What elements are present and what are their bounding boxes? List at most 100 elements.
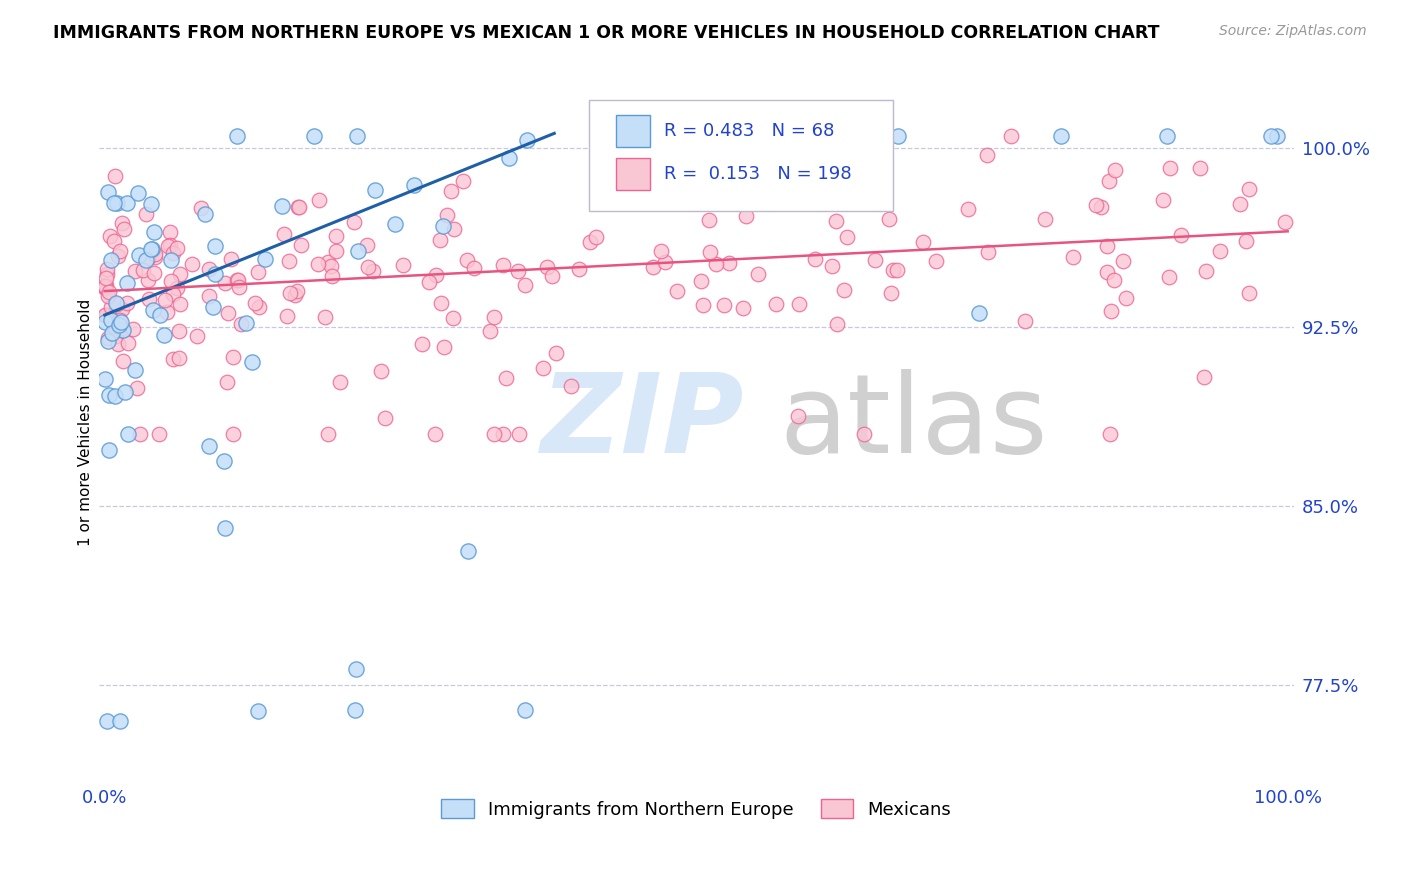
Point — [198, 289, 221, 303]
Point — [425, 427, 447, 442]
Point — [391, 258, 413, 272]
Point — [484, 310, 506, 324]
Point — [429, 233, 451, 247]
Point — [357, 260, 380, 274]
Y-axis label: 1 or more Vehicles in Household: 1 or more Vehicles in Household — [79, 299, 93, 546]
Point — [585, 229, 607, 244]
Point — [863, 252, 886, 267]
Point — [433, 341, 456, 355]
Point — [747, 267, 769, 281]
Point — [290, 238, 312, 252]
Point — [713, 298, 735, 312]
Point — [124, 362, 146, 376]
Point — [425, 268, 447, 282]
Point — [186, 329, 208, 343]
Point — [212, 454, 235, 468]
Point — [346, 128, 368, 143]
Point — [820, 259, 842, 273]
Point — [384, 217, 406, 231]
Point — [329, 376, 352, 390]
Point — [513, 277, 536, 292]
Point — [1192, 370, 1215, 384]
Point — [683, 169, 706, 183]
Point — [544, 346, 567, 360]
Point — [815, 188, 838, 202]
Point — [1265, 128, 1288, 143]
Point — [235, 316, 257, 330]
Point — [498, 151, 520, 165]
Point — [104, 169, 127, 183]
FancyBboxPatch shape — [589, 100, 893, 211]
Point — [167, 324, 190, 338]
Point — [143, 251, 166, 265]
Point — [94, 371, 117, 385]
Point — [492, 258, 515, 272]
Point — [666, 284, 689, 298]
Point — [786, 409, 808, 423]
Point — [114, 384, 136, 399]
Point — [167, 351, 190, 365]
Point — [204, 267, 226, 281]
Point — [776, 128, 799, 143]
Point — [180, 256, 202, 270]
Point — [278, 286, 301, 301]
Point — [516, 133, 538, 147]
Point — [117, 336, 139, 351]
Point — [129, 427, 152, 442]
Point — [143, 247, 166, 261]
Point — [492, 427, 515, 442]
Point — [411, 337, 433, 351]
Point — [344, 703, 367, 717]
Point — [162, 245, 184, 260]
Point — [159, 237, 181, 252]
Point — [139, 242, 162, 256]
Point — [1195, 264, 1218, 278]
Point — [97, 289, 120, 303]
Point — [284, 288, 307, 302]
Point — [1274, 215, 1296, 229]
Point — [1097, 239, 1119, 253]
Point — [1098, 174, 1121, 188]
Point — [735, 210, 758, 224]
Point — [98, 285, 121, 299]
Point — [887, 128, 910, 143]
Point — [1014, 314, 1036, 328]
Point — [153, 293, 176, 307]
Point — [94, 280, 117, 294]
Point — [835, 230, 858, 244]
Point — [363, 264, 385, 278]
Point — [1115, 291, 1137, 305]
Legend: Immigrants from Northern Europe, Mexicans: Immigrants from Northern Europe, Mexican… — [434, 792, 959, 826]
Point — [356, 237, 378, 252]
Point — [112, 222, 135, 236]
Point — [111, 321, 134, 335]
Point — [508, 427, 530, 442]
Point — [240, 355, 263, 369]
Point — [153, 327, 176, 342]
Point — [110, 216, 132, 230]
Point — [886, 263, 908, 277]
Point — [1104, 163, 1126, 178]
Point — [108, 714, 131, 729]
Point — [138, 293, 160, 307]
Point — [226, 272, 249, 286]
Point — [697, 213, 720, 227]
Point — [105, 297, 128, 311]
Point — [560, 379, 582, 393]
Point — [1097, 265, 1119, 279]
Point — [308, 193, 330, 207]
Point — [316, 254, 339, 268]
Point — [156, 305, 179, 319]
Point — [166, 281, 188, 295]
Point — [222, 350, 245, 364]
Point — [148, 427, 170, 442]
Point — [880, 286, 903, 301]
Point — [456, 253, 478, 268]
Point — [692, 298, 714, 312]
Point — [115, 196, 138, 211]
Point — [107, 337, 129, 351]
Point — [508, 264, 530, 278]
Point — [402, 178, 425, 193]
Point — [1152, 194, 1174, 208]
Point — [125, 381, 148, 395]
